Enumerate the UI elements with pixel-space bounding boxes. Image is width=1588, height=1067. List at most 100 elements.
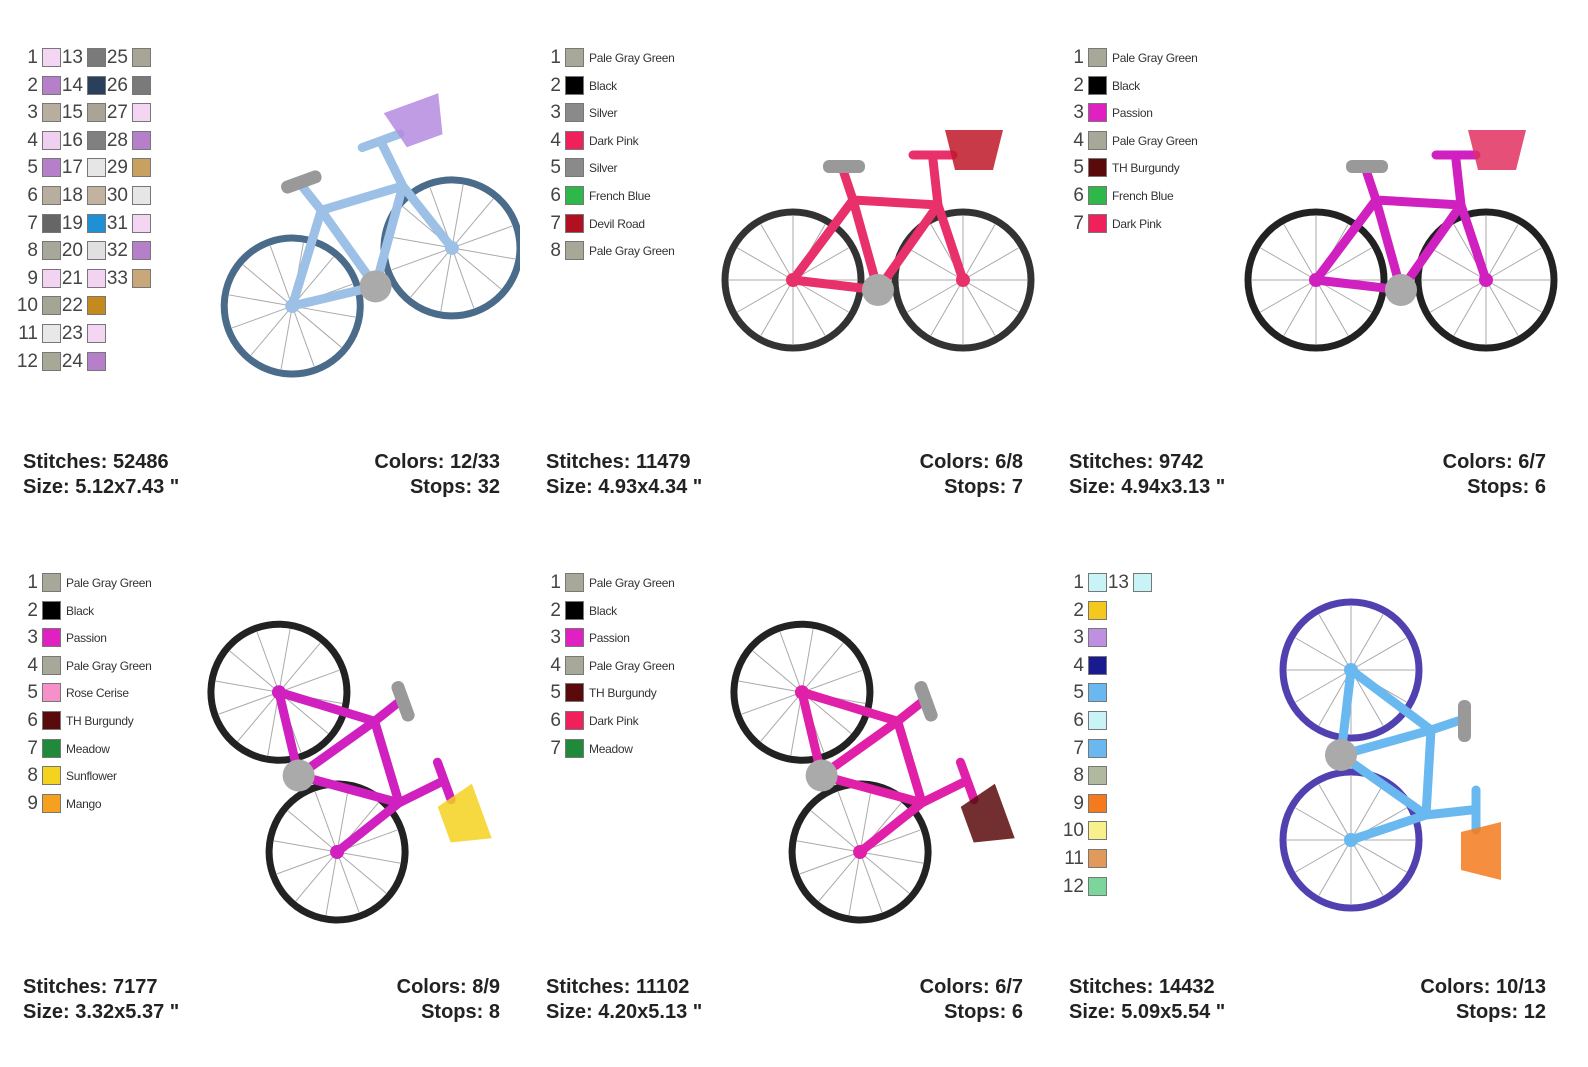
color-swatch [42,213,61,233]
spoke [280,305,293,370]
color-number: 3 [1073,627,1084,649]
color-swatch [42,103,61,123]
color-swatch [42,75,61,95]
spoke [218,691,280,715]
color-name: Black [589,78,617,93]
color-name: Sunflower [66,769,117,784]
color-number: 2 [550,599,561,621]
chainring [862,274,894,306]
color-swatch [132,158,151,178]
color-swatch [565,130,584,150]
basket [945,130,1003,170]
color-swatch [42,158,61,178]
color-number: 2 [27,74,38,96]
color-name: Dark Pink [589,133,639,148]
bike-illustration [207,620,492,924]
color-number: 33 [106,267,128,289]
seat [914,681,938,722]
color-swatch [87,130,106,150]
basket [960,783,1015,843]
spoke [801,629,814,693]
color-swatch [1088,655,1107,675]
color-swatch [132,213,151,233]
color-number: 5 [27,157,38,179]
bike [730,620,1015,924]
spoke [336,851,387,894]
color-name: French Blue [1112,189,1174,203]
spoke [1260,279,1317,313]
color-name: Pale Gray Green [589,51,675,65]
color-number: 6 [1073,185,1084,206]
seat [391,681,415,722]
color-name: Passion [66,631,107,646]
spoke [818,851,861,902]
color-swatch [1088,103,1107,123]
color-number: 6 [27,710,38,731]
color-swatch [1088,849,1107,868]
color-swatch [42,268,61,288]
color-number: 5 [1073,157,1084,179]
color-name: Pale Gray Green [66,576,152,590]
color-swatch [565,683,584,703]
stops: Stops: 32 [409,476,500,498]
color-number: 1 [27,572,38,593]
color-name: Devil Road [589,216,645,231]
bike [207,620,492,924]
color-swatch [132,75,151,95]
color-number: 2 [1073,599,1084,621]
color-number: 8 [27,240,38,262]
color-number: 11 [1064,848,1084,869]
basket [1461,822,1501,880]
spoke [1318,839,1352,896]
colors-used: Colors: 6/7 [1442,451,1546,473]
spoke [930,279,964,336]
spoke [291,305,342,348]
spoke [962,247,1019,281]
color-swatch [42,738,61,758]
color-number: 13 [1107,572,1129,593]
frame [788,150,968,295]
bike-illustration [730,620,1015,924]
colors-used: Colors: 6/7 [919,976,1023,998]
wheel [207,620,351,764]
frame [1311,150,1491,295]
color-number: 30 [106,185,128,206]
color-swatch [42,241,61,261]
color-number: 18 [61,185,83,206]
color-swatch [132,130,151,150]
design-panel: 1 Pale Gray Green 2 Black 3 Silver 4 Dark Pink 5… [523,0,1046,525]
color-swatch [1088,573,1107,592]
color-swatch [42,711,61,730]
color-swatch [42,573,61,592]
spoke [1295,669,1352,703]
frame [274,687,456,857]
color-number: 8 [550,240,561,262]
chainring [282,759,315,792]
color-swatch [132,103,151,123]
color-swatch [42,683,61,703]
color-number: 15 [61,102,83,124]
color-name: Passion [589,631,630,646]
color-swatch [565,103,584,123]
seat [281,170,322,194]
spoke [760,279,794,336]
color-number: 32 [106,240,128,262]
spoke [242,264,293,307]
spoke [837,791,861,853]
color-swatch [1088,600,1107,620]
bike-illustration [1244,130,1558,352]
spoke [291,305,315,367]
spoke [391,247,453,271]
color-swatch [87,103,106,123]
color-number: 6 [550,185,561,206]
color-swatch [1088,766,1107,786]
color-name: French Blue [589,189,651,203]
size: Size: 3.32x5.37 " [23,1001,180,1023]
design-panel: 1 2 3 4 5 6 7 8 9 10 11 12 13 14 15 16 17 18 19 20 21 22 23 24 2… [0,0,523,525]
color-swatch [42,628,61,648]
stitches: Stitches: 7177 [23,976,158,998]
spoke [1318,784,1352,841]
color-number: 29 [106,157,128,179]
color-swatch [565,573,584,592]
spoke [1315,279,1349,336]
